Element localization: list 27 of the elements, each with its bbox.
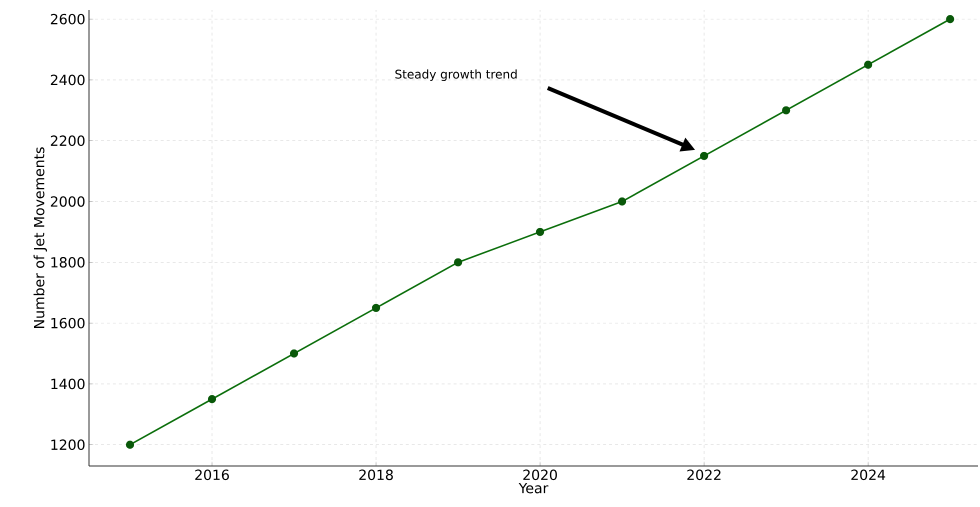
annotation: Steady growth trend	[395, 69, 517, 82]
y-tick-label: 1200	[51, 439, 85, 450]
point	[290, 349, 298, 358]
point	[700, 152, 708, 160]
x-tick-label: 2018	[359, 470, 393, 480]
y-tick-label: 1400	[51, 378, 85, 390]
y-tick-label: 1600	[51, 318, 85, 328]
y-tick-label: 2400	[50, 74, 85, 86]
y-axis-title: Number of Jet Movements	[34, 147, 48, 328]
x-tick-label: 2022	[687, 470, 720, 480]
point	[864, 60, 872, 69]
y-tick-label: 2000	[50, 196, 85, 207]
y-tick-label: 2600	[50, 14, 85, 24]
point	[208, 395, 216, 404]
point	[946, 15, 954, 24]
y-tick-label: 1800	[51, 257, 85, 268]
x-tick-label: 2020	[523, 470, 557, 480]
x-tick-label: 2016	[195, 470, 229, 480]
point	[782, 106, 790, 114]
point	[618, 197, 626, 206]
point	[372, 304, 380, 312]
point	[454, 258, 462, 266]
x-axis-title: Year	[518, 482, 548, 494]
y-tick-label: 2200	[50, 135, 85, 146]
point	[536, 228, 544, 236]
point	[126, 440, 134, 449]
x-tick-label: 2024	[851, 470, 886, 480]
